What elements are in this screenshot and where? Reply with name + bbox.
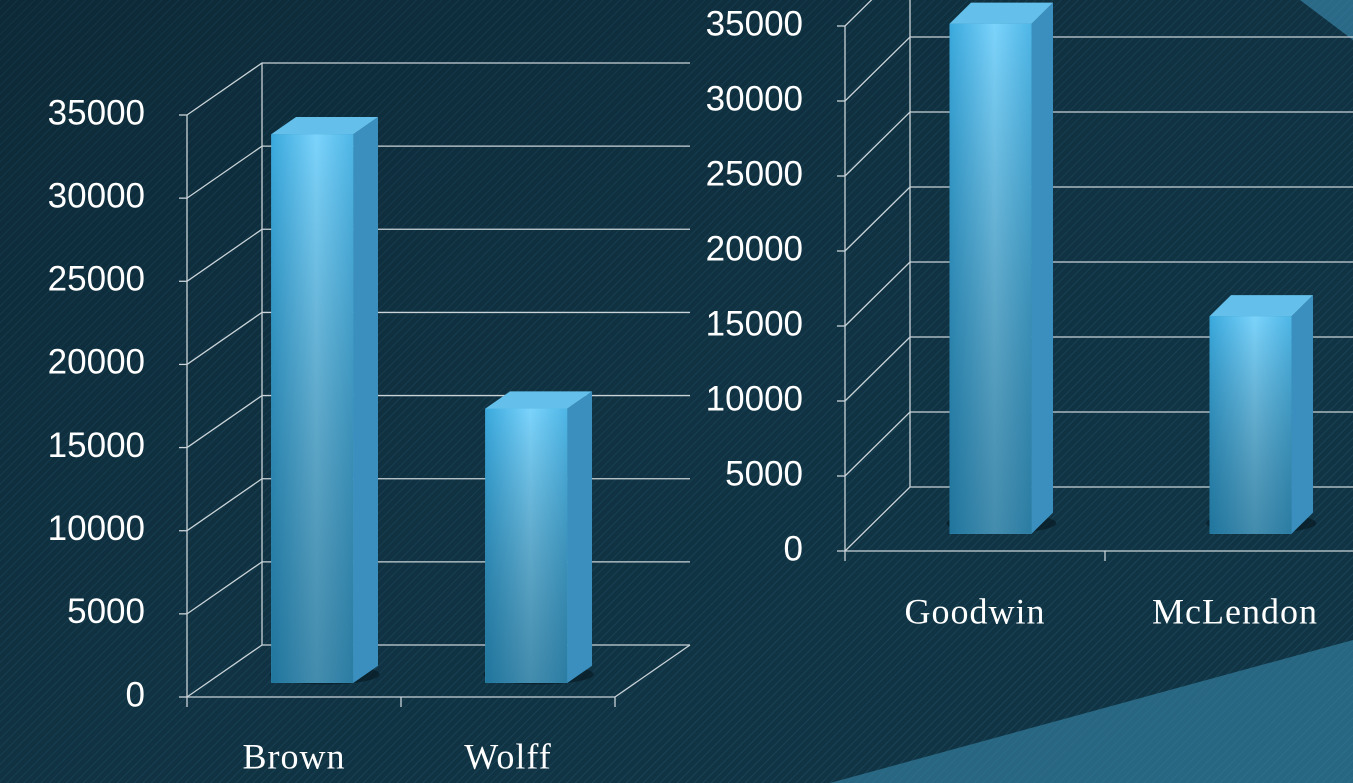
bar-side bbox=[567, 391, 592, 683]
bar-front-shade bbox=[485, 408, 568, 683]
x-tick-label: Goodwin bbox=[905, 591, 1046, 631]
y-tick-label: 30000 bbox=[48, 176, 145, 215]
bar bbox=[269, 117, 380, 685]
y-tick-label: 10000 bbox=[48, 509, 145, 548]
y-tick-label: 0 bbox=[784, 529, 803, 568]
y-tick-label: 10000 bbox=[706, 379, 803, 418]
decor-corner bbox=[1300, 0, 1353, 40]
bar-front-shade bbox=[271, 134, 354, 683]
y-tick-label: 20000 bbox=[706, 229, 803, 268]
x-tick-label: McLendon bbox=[1152, 591, 1318, 631]
grid-line bbox=[844, 261, 1353, 327]
bar bbox=[946, 2, 1057, 534]
grid-line bbox=[186, 145, 690, 199]
x-tick-label: Brown bbox=[243, 736, 346, 776]
y-tick-label: 15000 bbox=[706, 304, 803, 343]
chart: 0 5000 10000 15000 20000 25000 30000 35000 Goodw… bbox=[706, 0, 1353, 631]
decor-wedge bbox=[830, 640, 1353, 783]
grid-line bbox=[844, 186, 1353, 252]
grid-line bbox=[186, 228, 690, 282]
y-tick-label: 25000 bbox=[706, 154, 803, 193]
bar-top bbox=[485, 391, 592, 409]
bar bbox=[483, 391, 594, 685]
grid-line bbox=[186, 62, 690, 116]
y-tick-label: 25000 bbox=[48, 260, 145, 299]
bar-side bbox=[353, 117, 378, 683]
chart: 0 5000 10000 15000 20000 25000 30000 35000 Brown… bbox=[48, 62, 691, 776]
y-tick-label: 30000 bbox=[706, 79, 803, 118]
bar-front-shade bbox=[949, 23, 1032, 534]
y-tick-label: 5000 bbox=[67, 592, 145, 631]
bar-top bbox=[271, 117, 378, 135]
y-tick-label: 35000 bbox=[706, 4, 803, 43]
grid-line bbox=[844, 36, 1353, 102]
y-tick-label: 15000 bbox=[48, 426, 145, 465]
y-tick-label: 35000 bbox=[48, 93, 145, 132]
y-tick-label: 20000 bbox=[48, 343, 145, 382]
grid-line bbox=[844, 111, 1353, 177]
bar-front-shade bbox=[1209, 316, 1292, 534]
bar-side bbox=[1291, 295, 1313, 534]
bar-top bbox=[949, 2, 1053, 24]
y-tick-label: 0 bbox=[126, 675, 145, 714]
bar bbox=[1206, 295, 1317, 534]
floor bbox=[845, 550, 1353, 552]
bar-side bbox=[1031, 2, 1053, 534]
grid-line bbox=[186, 311, 690, 365]
x-tick-label: Wolff bbox=[464, 736, 551, 776]
grid-line bbox=[844, 0, 873, 27]
bar-top bbox=[1209, 295, 1313, 317]
y-tick-label: 5000 bbox=[725, 454, 803, 493]
